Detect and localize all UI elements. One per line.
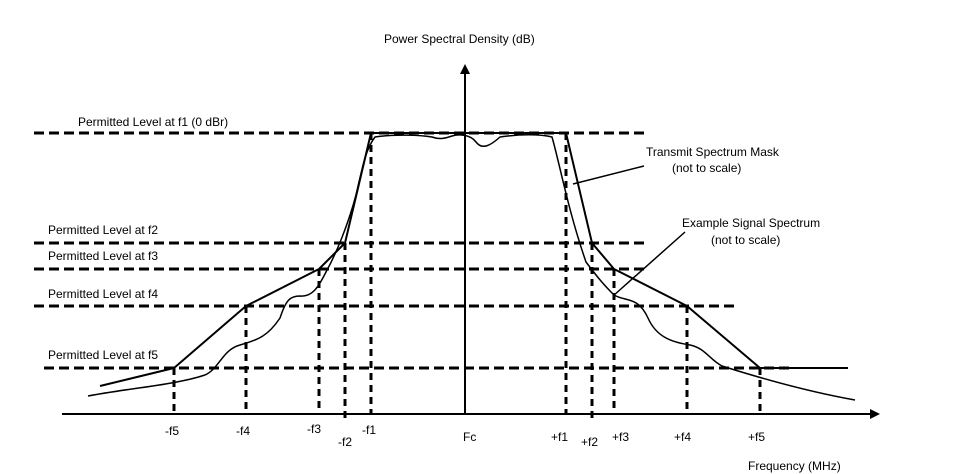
level-label-f3: Permitted Level at f3: [48, 249, 158, 263]
tick-label-pos-f4: +f4: [674, 430, 691, 444]
level-label-f2: Permitted Level at f2: [48, 223, 158, 237]
x-axis-label: Frequency (MHz): [748, 459, 841, 473]
tick-label-neg-f3: -f3: [307, 422, 321, 436]
tick-label-pos-f1: +f1: [551, 430, 568, 444]
signal-annotation-note: (not to scale): [711, 233, 780, 247]
tick-label-pos-f2: +f2: [581, 435, 598, 449]
chart-title: Power Spectral Density (dB): [384, 32, 535, 46]
signal-leader-line: [612, 231, 686, 297]
transmit-spectrum-mask: [99, 132, 848, 387]
mask-annotation-title: Transmit Spectrum Mask: [646, 145, 780, 159]
level-label-f5: Permitted Level at f5: [48, 348, 158, 362]
mask-annotation-note: (not to scale): [672, 161, 741, 175]
tick-label-neg-f4: -f4: [236, 424, 250, 438]
example-signal-spectrum: [87, 134, 856, 401]
tick-label-center: Fc: [463, 430, 476, 444]
level-label-f1: Permitted Level at f1 (0 dBr): [78, 115, 228, 129]
level-label-f4: Permitted Level at f4: [48, 287, 158, 301]
signal-annotation-title: Example Signal Spectrum: [682, 216, 820, 230]
tick-label-pos-f5: +f5: [748, 430, 765, 444]
tick-label-neg-f2: -f2: [338, 435, 352, 449]
tick-label-pos-f3: +f3: [612, 430, 629, 444]
tick-label-neg-f5: -f5: [165, 424, 179, 438]
mask-leader-line: [572, 165, 645, 185]
tick-label-neg-f1: -f1: [362, 423, 376, 437]
